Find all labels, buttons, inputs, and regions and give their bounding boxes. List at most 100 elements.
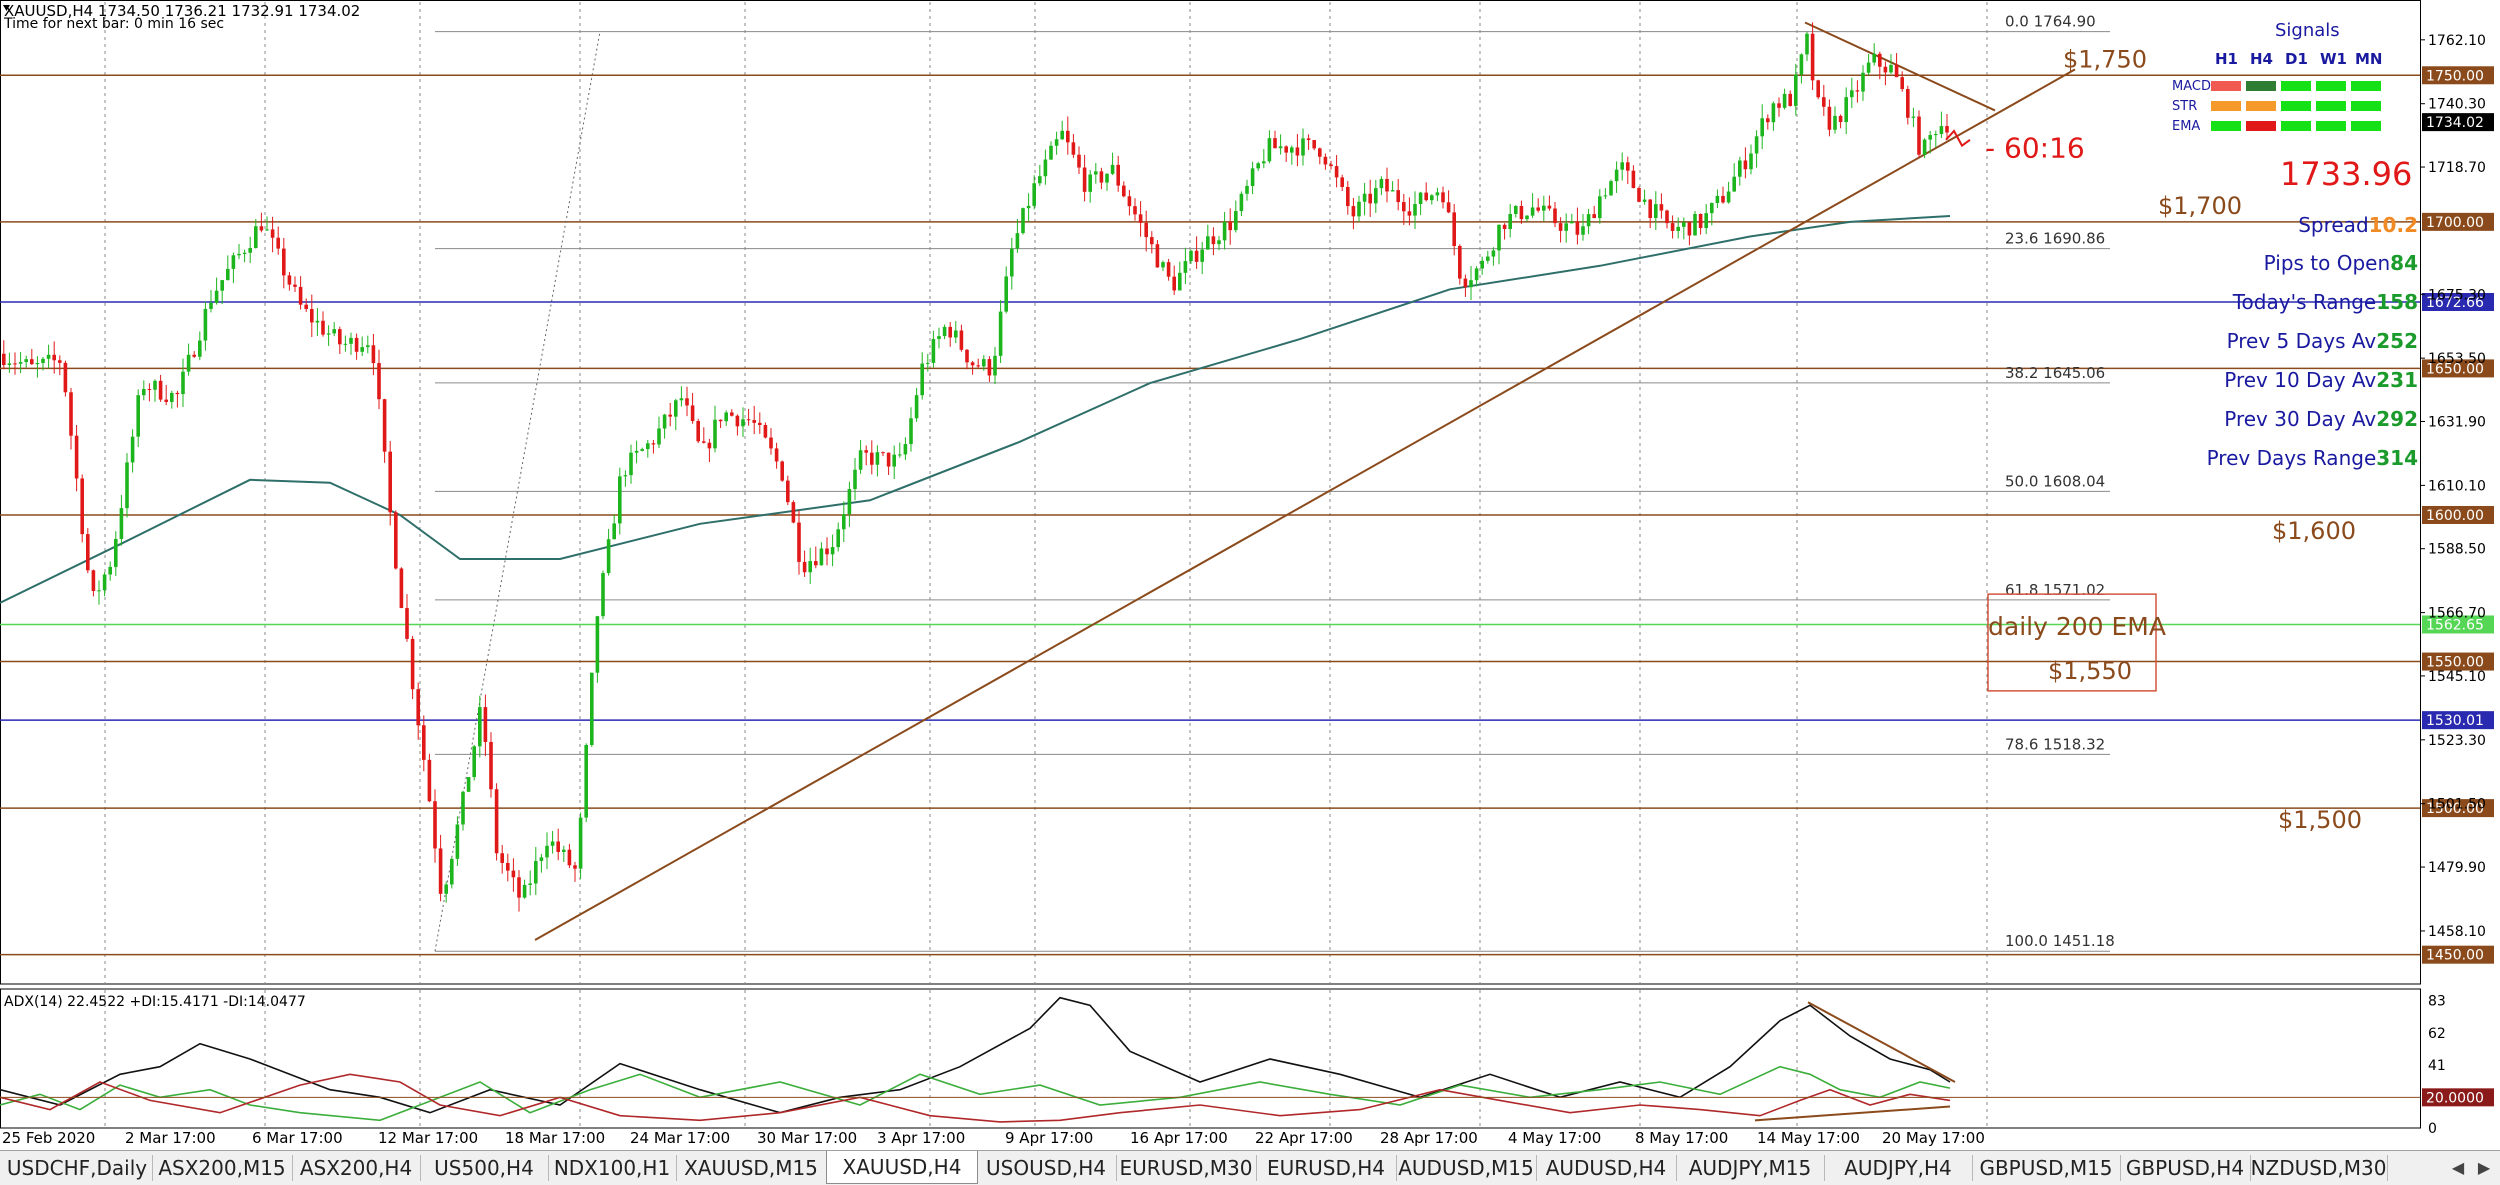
candle-body [1682, 222, 1686, 227]
candle-body [433, 801, 437, 849]
candle-body [1105, 173, 1109, 183]
candle-body [1144, 222, 1148, 238]
candle-body [1239, 193, 1244, 212]
candle-body [1183, 261, 1188, 273]
signal-indicator [2281, 121, 2311, 131]
candle-body [1710, 202, 1714, 214]
candle-body [259, 226, 264, 231]
candle-body [1760, 118, 1764, 137]
tab-xauusd-m15[interactable]: XAUUSD,M15 [676, 1155, 827, 1181]
candle-body [52, 354, 56, 361]
candle-body [982, 359, 986, 367]
candle-body [993, 355, 997, 376]
horizontal-levels: 1750.00 1700.00 1672.66 1650.00 1600.00 1562.… [0, 66, 2494, 964]
stat-today-s-range: Today's Range158 [2232, 290, 2418, 314]
candle-body [1082, 167, 1087, 192]
tab-audusd-m15[interactable]: AUDUSD,M15 [1396, 1155, 1537, 1181]
candle-body [511, 870, 516, 878]
candle-body [1026, 205, 1031, 209]
candle-body [1351, 206, 1356, 217]
tab-gbpusd-m15[interactable]: GBPUSD,M15 [1972, 1155, 2121, 1181]
signal-indicator [2316, 121, 2346, 131]
countdown-tick-icon [1945, 129, 1971, 148]
candle-body [752, 420, 756, 423]
candle-body [1564, 223, 1568, 231]
level-price-label: 1450.00 [2426, 948, 2484, 964]
candle-body [875, 452, 880, 465]
level-price-label: 1550.00 [2426, 655, 2484, 671]
candle-body [685, 398, 689, 406]
candle-body [1010, 248, 1014, 277]
tab-usdchf-daily[interactable]: USDCHF,Daily [2, 1155, 153, 1181]
candle-body [1693, 213, 1697, 236]
tab-audjpy-m15[interactable]: AUDJPY,M15 [1676, 1155, 1825, 1181]
tab-ndx100-h1[interactable]: NDX100,H1 [548, 1155, 677, 1181]
current-price-tag [2422, 113, 2494, 132]
tab-eurusd-m30[interactable]: EURUSD,M30 [1116, 1155, 1257, 1181]
candle-body [209, 302, 213, 309]
candle-body [1659, 204, 1664, 211]
candle-body [903, 444, 908, 455]
y-tick-label: 1458.10 [2428, 924, 2486, 940]
candle-body [1788, 93, 1792, 106]
candle-body [377, 363, 381, 400]
candle-body [1066, 130, 1070, 143]
tab-gbpusd-h4[interactable]: GBPUSD,H4 [2120, 1155, 2251, 1181]
candle-body [545, 845, 549, 858]
candle-body [1715, 195, 1720, 203]
tab-asx200-h4[interactable]: ASX200,H4 [292, 1155, 421, 1181]
candle-body [405, 608, 409, 639]
candle-body [1810, 33, 1815, 81]
candle-body [1368, 193, 1372, 204]
candle-body [1004, 276, 1008, 312]
signal-indicator [2351, 101, 2381, 111]
candle-body [1928, 135, 1932, 140]
main-panel-frame [0, 0, 2421, 985]
candle-body [1743, 160, 1748, 170]
candle-body [489, 741, 493, 790]
candle-body [2, 353, 6, 365]
candle-body [1166, 262, 1171, 277]
tab-usousd-h4[interactable]: USOUSD,H4 [976, 1155, 1117, 1181]
candle-body [175, 392, 180, 395]
chart-menu-icon[interactable] [3, 5, 10, 11]
candle-body [1570, 221, 1574, 224]
candle-body [1256, 163, 1260, 169]
candle-body [965, 349, 969, 363]
tab-scroll-right-icon[interactable]: ▶ [2477, 1158, 2491, 1177]
candle-body [1654, 204, 1658, 218]
tab-xauusd-h4[interactable]: XAUUSD,H4 [826, 1151, 978, 1184]
candle-body [24, 359, 28, 363]
candle-body [1178, 272, 1182, 291]
candle-body [1603, 195, 1608, 197]
candle-body [612, 523, 616, 540]
candle-body [814, 561, 818, 566]
candle-body [13, 363, 17, 365]
tab-audjpy-h4[interactable]: AUDJPY,H4 [1824, 1155, 1973, 1181]
candle-body [108, 566, 112, 575]
tab-eurusd-h4[interactable]: EURUSD,H4 [1256, 1155, 1397, 1181]
candle-body [1172, 276, 1176, 291]
y-tick-label: 1718.70 [2428, 160, 2486, 176]
candle-body [310, 309, 314, 323]
candle-body [926, 362, 930, 364]
current-price-label: 1734.02 [2426, 115, 2484, 131]
tab-nzdusd-m30[interactable]: NZDUSD,M30 [2250, 1155, 2388, 1181]
tab-us500-h4[interactable]: US500,H4 [420, 1155, 549, 1181]
candle-body [1581, 226, 1585, 235]
bar-countdown: Time for next bar: 0 min 16 sec [3, 16, 224, 32]
candle-body [1794, 74, 1798, 106]
tab-audusd-h4[interactable]: AUDUSD,H4 [1536, 1155, 1677, 1181]
signal-indicator [2211, 81, 2241, 91]
tab-scroll-left-icon[interactable]: ◀ [2451, 1158, 2465, 1177]
tab-asx200-m15[interactable]: ASX200,M15 [152, 1155, 293, 1181]
candle-body [567, 849, 572, 866]
candle-body [1945, 126, 1949, 133]
candle-body [1390, 190, 1395, 192]
candle-body [825, 548, 829, 555]
candle-body [438, 848, 443, 894]
candle-body [1637, 187, 1641, 202]
candle-body [220, 280, 224, 291]
candle-body [354, 337, 359, 352]
